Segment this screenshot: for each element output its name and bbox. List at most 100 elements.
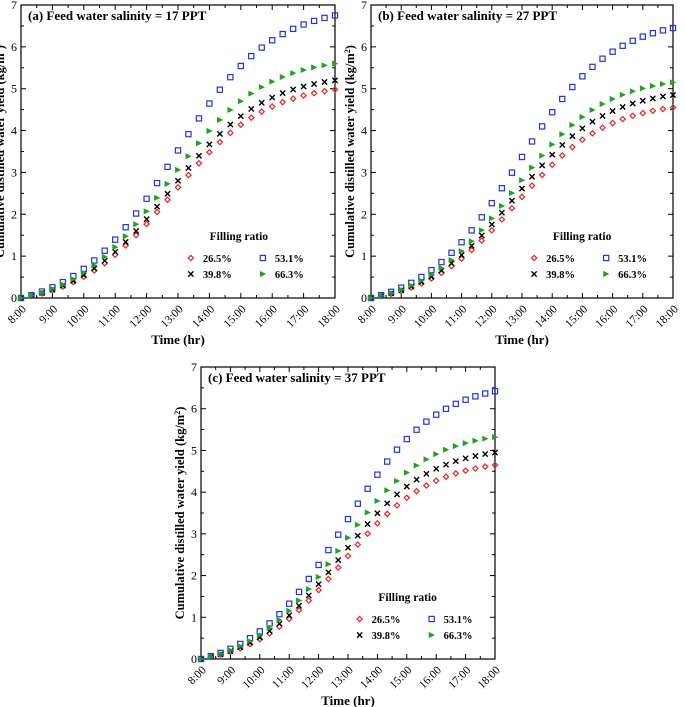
x-tick-label: 8:00 xyxy=(186,664,209,687)
data-point xyxy=(101,247,108,254)
x-tick-label: 10:00 xyxy=(412,303,439,330)
series-39.8pct xyxy=(17,77,339,302)
data-point xyxy=(122,233,129,240)
legend: Filling ratio 26.5% 53.1% 39.8% 66.3% xyxy=(530,231,647,281)
data-point xyxy=(237,62,244,70)
y-tick-label: 2 xyxy=(11,207,17,221)
data-point xyxy=(311,64,318,71)
data-point xyxy=(649,107,657,115)
x-tick-label: 11:00 xyxy=(270,664,297,691)
data-point xyxy=(259,254,267,262)
y-tick-label: 1 xyxy=(11,249,17,263)
data-point xyxy=(164,190,171,197)
legend-label: 39.8% xyxy=(546,270,575,281)
data-point xyxy=(383,510,391,518)
data-point xyxy=(599,100,606,108)
data-point xyxy=(276,610,283,618)
data-point xyxy=(639,109,647,117)
data-point xyxy=(388,289,395,297)
data-point xyxy=(153,203,161,210)
data-point xyxy=(539,152,546,159)
data-point xyxy=(133,221,140,228)
y-tick-label: 4 xyxy=(11,124,17,138)
y-tick-label: 4 xyxy=(191,485,197,499)
series-66.3pct xyxy=(18,60,339,302)
data-point xyxy=(468,242,475,249)
data-point xyxy=(374,497,381,505)
data-point xyxy=(290,86,297,93)
x-tick-label: 16:00 xyxy=(417,664,444,691)
data-point xyxy=(111,236,119,243)
data-point xyxy=(609,48,616,55)
legend-title: Filling ratio xyxy=(210,231,269,243)
data-point xyxy=(269,78,276,85)
data-point xyxy=(356,631,363,639)
data-point xyxy=(498,202,506,209)
data-point xyxy=(195,152,203,159)
legend-label: 53.1% xyxy=(618,254,647,265)
data-point xyxy=(310,17,318,25)
data-point xyxy=(528,182,536,190)
series-53.1pct xyxy=(197,387,499,663)
data-point xyxy=(310,80,318,88)
data-point xyxy=(289,25,297,33)
data-point xyxy=(569,133,576,140)
data-point xyxy=(49,285,56,292)
data-point xyxy=(344,515,352,523)
data-point xyxy=(216,116,224,124)
data-point xyxy=(438,258,445,266)
data-point xyxy=(508,204,516,212)
data-point xyxy=(452,469,460,477)
data-point xyxy=(296,597,303,604)
data-point xyxy=(300,83,307,90)
data-point xyxy=(378,292,385,299)
x-tick-label: 11:00 xyxy=(96,303,123,330)
data-point xyxy=(462,396,469,403)
data-point xyxy=(132,210,140,217)
data-point xyxy=(478,227,486,234)
x-tick-label: 17:00 xyxy=(446,664,473,691)
data-point xyxy=(227,106,234,114)
data-point xyxy=(509,189,516,197)
data-point xyxy=(448,257,455,264)
data-point xyxy=(325,546,332,554)
data-point xyxy=(185,171,192,179)
data-point xyxy=(300,66,307,74)
data-point xyxy=(300,21,307,28)
data-point xyxy=(122,242,130,249)
data-point xyxy=(639,85,647,92)
series-53.1pct xyxy=(367,24,677,302)
data-point xyxy=(39,289,46,296)
data-point xyxy=(619,103,626,111)
data-point xyxy=(458,248,465,255)
data-point xyxy=(305,575,313,583)
data-point xyxy=(356,615,364,623)
data-point xyxy=(413,476,420,483)
data-point xyxy=(559,131,566,138)
x-tick-label: 18:00 xyxy=(476,664,503,691)
data-point xyxy=(331,86,339,93)
data-point xyxy=(619,91,626,98)
data-point xyxy=(384,487,391,494)
chart-panel-c: 0 1 2 3 4 5 6 7 8:00 9:00 10:00 11:00 12:00 13:00 14:0… xyxy=(173,360,503,707)
data-point xyxy=(403,483,410,490)
data-point xyxy=(276,616,283,624)
data-point xyxy=(80,269,88,276)
x-tick-label: 13:00 xyxy=(159,303,186,330)
data-point xyxy=(286,600,293,607)
data-point xyxy=(660,80,667,88)
x-tick-label: 13:00 xyxy=(503,303,530,330)
data-point xyxy=(315,581,322,588)
data-point xyxy=(237,113,244,120)
data-point xyxy=(364,521,371,528)
series-26.5pct xyxy=(17,86,339,302)
data-point xyxy=(315,561,322,569)
data-point xyxy=(649,82,657,90)
data-point xyxy=(488,221,495,228)
data-point xyxy=(91,257,98,264)
data-point xyxy=(164,163,171,171)
data-point xyxy=(579,125,586,132)
data-point xyxy=(468,238,475,245)
data-point xyxy=(247,114,255,122)
data-point xyxy=(206,127,213,135)
